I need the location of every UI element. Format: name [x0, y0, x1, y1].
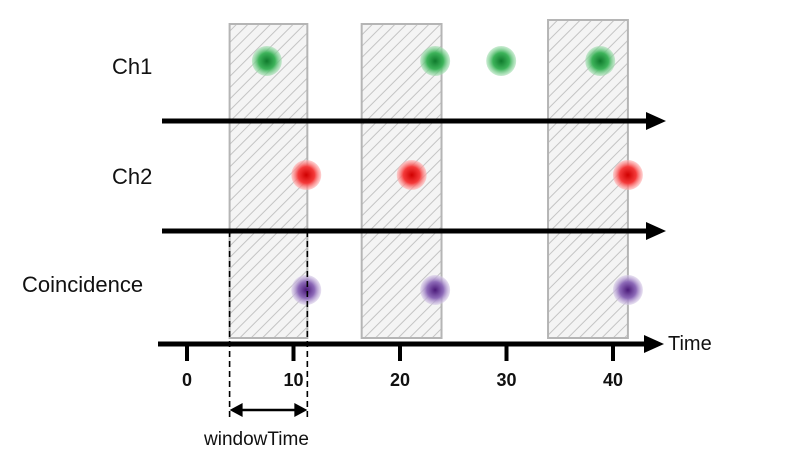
window-time-dimension	[228, 231, 309, 418]
ch1-label: Ch1	[112, 54, 152, 79]
event-markers	[251, 46, 643, 305]
ch2-arrow	[162, 222, 666, 240]
tick-label-20: 20	[390, 370, 410, 390]
labels: Ch1 Ch2 Coincidence Time windowTime	[22, 54, 712, 450]
time-axis-line	[158, 335, 664, 353]
coincidence-event-2	[420, 275, 451, 305]
ch2-label: Ch2	[112, 164, 152, 189]
channel-lines	[162, 112, 666, 240]
window-time-double-arrow	[229, 403, 308, 417]
time-axis: 0 10 20 30 40	[158, 335, 664, 390]
ch1-event-1	[251, 46, 282, 76]
ch1-event-3	[486, 46, 517, 76]
ch2-event-2	[396, 160, 427, 190]
tick-label-30: 30	[496, 370, 516, 390]
tick-label-0: 0	[182, 370, 192, 390]
time-axis-label: Time	[668, 333, 712, 355]
ch2-event-3	[612, 160, 643, 190]
ch1-event-2	[420, 46, 451, 76]
window-time-label: windowTime	[203, 429, 309, 450]
ch1-event-4	[585, 46, 616, 76]
ch2-event-1	[291, 160, 322, 190]
tick-label-40: 40	[603, 370, 623, 390]
ch1-arrow	[162, 112, 666, 130]
coincidence-event-1	[291, 275, 322, 305]
coincidence-label: Coincidence	[22, 272, 143, 297]
tick-label-10: 10	[283, 370, 303, 390]
coincidence-event-3	[612, 275, 643, 305]
